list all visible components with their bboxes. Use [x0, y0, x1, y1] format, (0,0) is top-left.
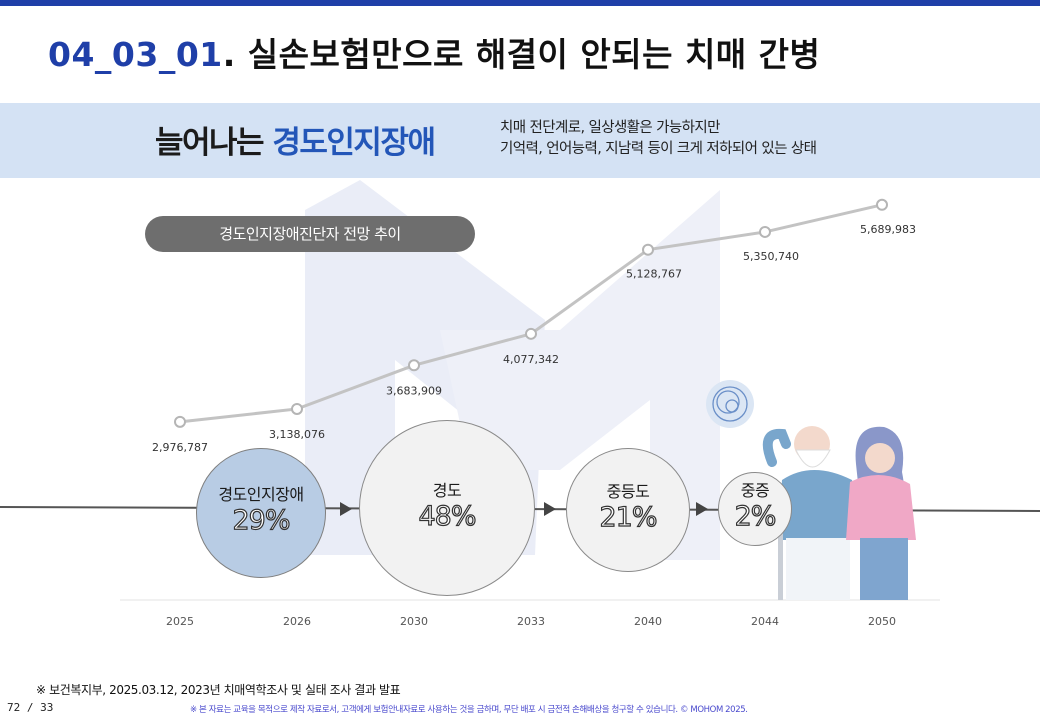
data-label-2025: 2,976,787	[152, 441, 208, 454]
x-tick-2033: 2033	[517, 615, 545, 628]
banner-desc-line2: 기억력, 언어능력, 지남력 등이 크게 저하되어 있는 상태	[500, 141, 817, 157]
arrow-3-icon	[696, 502, 708, 516]
data-label-2050: 5,689,983	[860, 223, 916, 236]
stage-label: 중증	[740, 481, 770, 500]
data-label-2030: 3,683,909	[386, 384, 442, 397]
stage-percent: 29%	[232, 504, 291, 536]
x-tick-2025: 2025	[166, 615, 194, 628]
data-label-2033: 4,077,342	[503, 353, 559, 366]
elderly-couple-illustration	[706, 380, 916, 600]
stage-circle-mci: 경도인지장애 29%	[196, 448, 326, 578]
stage-label: 경도	[432, 481, 462, 500]
data-label-2026: 3,138,076	[269, 428, 325, 441]
stage-circle-mild: 경도 48%	[359, 420, 535, 596]
data-label-2040: 5,128,767	[626, 268, 682, 281]
banner-headline-blue: 경도인지장애	[272, 125, 436, 161]
stage-label: 중등도	[606, 482, 650, 501]
arrow-2-icon	[544, 502, 556, 516]
info-banner: 늘어나는 경도인지장애 치매 전단계로, 일상생활은 가능하지만 기억력, 언어…	[0, 103, 1040, 178]
banner-description: 치매 전단계로, 일상생활은 가능하지만 기억력, 언어능력, 지남력 등이 크…	[500, 118, 817, 160]
data-point-2050	[876, 198, 888, 211]
stage-percent: 2%	[734, 500, 777, 532]
x-tick-2044: 2044	[751, 615, 779, 628]
arrow-1-icon	[340, 502, 352, 516]
page-title: 04_03_01. 실손보험만으로 해결이 안되는 치매 간병	[48, 28, 820, 76]
x-tick-2040: 2040	[634, 615, 662, 628]
x-tick-2026: 2026	[283, 615, 311, 628]
stage-label: 경도인지장애	[218, 485, 304, 504]
stage-percent: 21%	[599, 501, 658, 533]
data-point-2025	[174, 415, 186, 428]
title-text: . 실손보험만으로 해결이 안되는 치매 간병	[222, 35, 821, 74]
data-point-2044	[759, 225, 771, 238]
banner-headline: 늘어나는 경도인지장애	[155, 117, 436, 162]
data-point-2040	[642, 243, 654, 256]
data-point-2030	[408, 359, 420, 372]
data-point-2026	[291, 402, 303, 415]
banner-desc-line1: 치매 전단계로, 일상생활은 가능하지만	[500, 120, 720, 136]
stage-circle-moderate: 중등도 21%	[566, 448, 690, 572]
x-tick-2050: 2050	[868, 615, 896, 628]
x-tick-2030: 2030	[400, 615, 428, 628]
data-label-2044: 5,350,740	[743, 250, 799, 263]
copyright-disclaimer: ※ 본 자료는 교육을 목적으로 제작 자료로서, 고객에게 보험안내자료로 사…	[190, 705, 748, 715]
stage-percent: 48%	[418, 500, 477, 532]
page-number: 72 / 33	[7, 701, 54, 714]
top-accent-bar	[0, 0, 1040, 6]
source-footnote: ※ 보건복지부, 2025.03.12, 2023년 치매역학조사 및 실태 조…	[36, 683, 401, 697]
stage-circle-severe: 중증 2%	[718, 472, 792, 546]
section-code: 04_03_01	[48, 35, 223, 74]
trend-title-pill: 경도인지장애진단자 전망 추이	[145, 216, 475, 252]
banner-headline-dark: 늘어나는	[155, 125, 273, 161]
data-point-2033	[525, 327, 537, 340]
